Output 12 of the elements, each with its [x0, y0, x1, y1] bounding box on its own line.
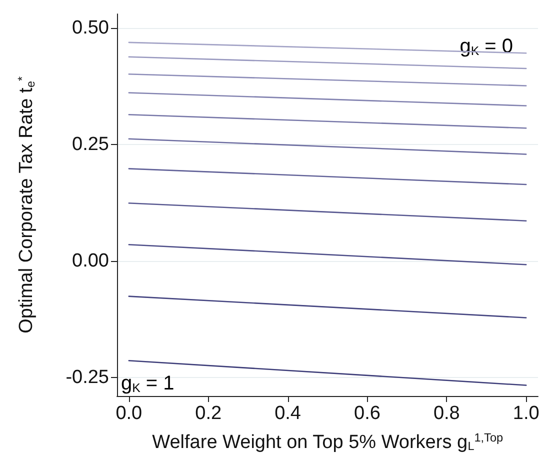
x-tick-label: 0.4 [274, 403, 302, 424]
x-axis-title: Welfare Weight on Top 5% Workers gL1,Top [152, 432, 504, 454]
x-tick-label: 0.2 [195, 403, 222, 424]
y-tick-label: -0.25 [66, 366, 109, 388]
y-tick-label: 0.25 [72, 134, 109, 155]
y-tick-label: 0.00 [72, 250, 109, 272]
x-tick-label: 0.8 [433, 403, 460, 424]
x-tick-label: 0.6 [354, 403, 380, 424]
x-tick-label: 0.0 [116, 403, 142, 424]
x-tick-label: 1.0 [512, 403, 540, 424]
y-axis-title: Optimal Corporate Tax Rate te* [16, 76, 38, 334]
y-tick-label: 0.50 [72, 17, 109, 38]
